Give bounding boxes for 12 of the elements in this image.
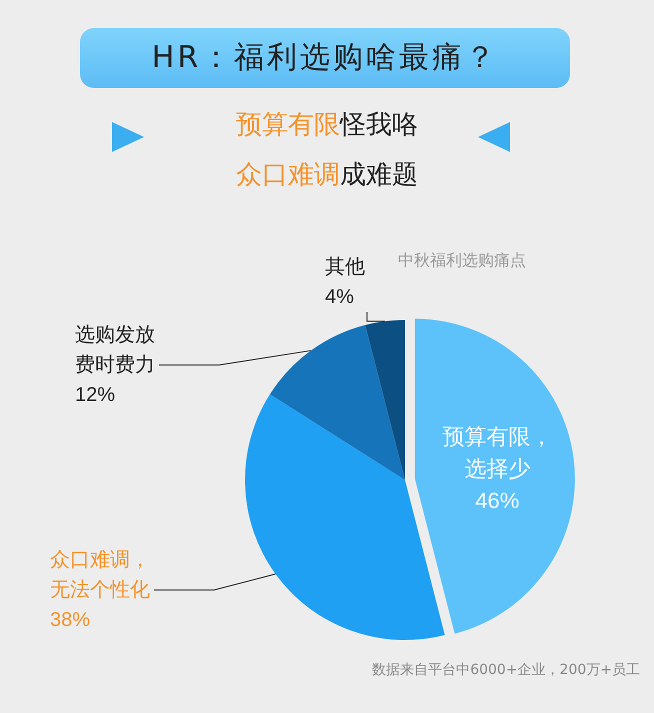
text: 中秋福利选购痛点 [398,250,526,270]
slice-label: 众口难调，无法个性化 [50,549,150,601]
data-label: 4% [325,286,354,308]
chart-subtitle: 预算有限怪我咯众口难调成难题 [236,110,418,190]
text: 数据来自平台中6000+企业，200万+员工 [372,662,640,678]
data-label: 38% [50,609,90,631]
data-label: 46% [475,488,520,513]
slice-label: 预算有限，选择少 [442,424,552,481]
slice-label: 选购发放费时费力 [75,324,155,376]
data-label: 12% [75,384,116,406]
chart-title: HR：福利选购啥最痛？ [80,28,570,88]
slice-label: 其他 [325,256,365,278]
